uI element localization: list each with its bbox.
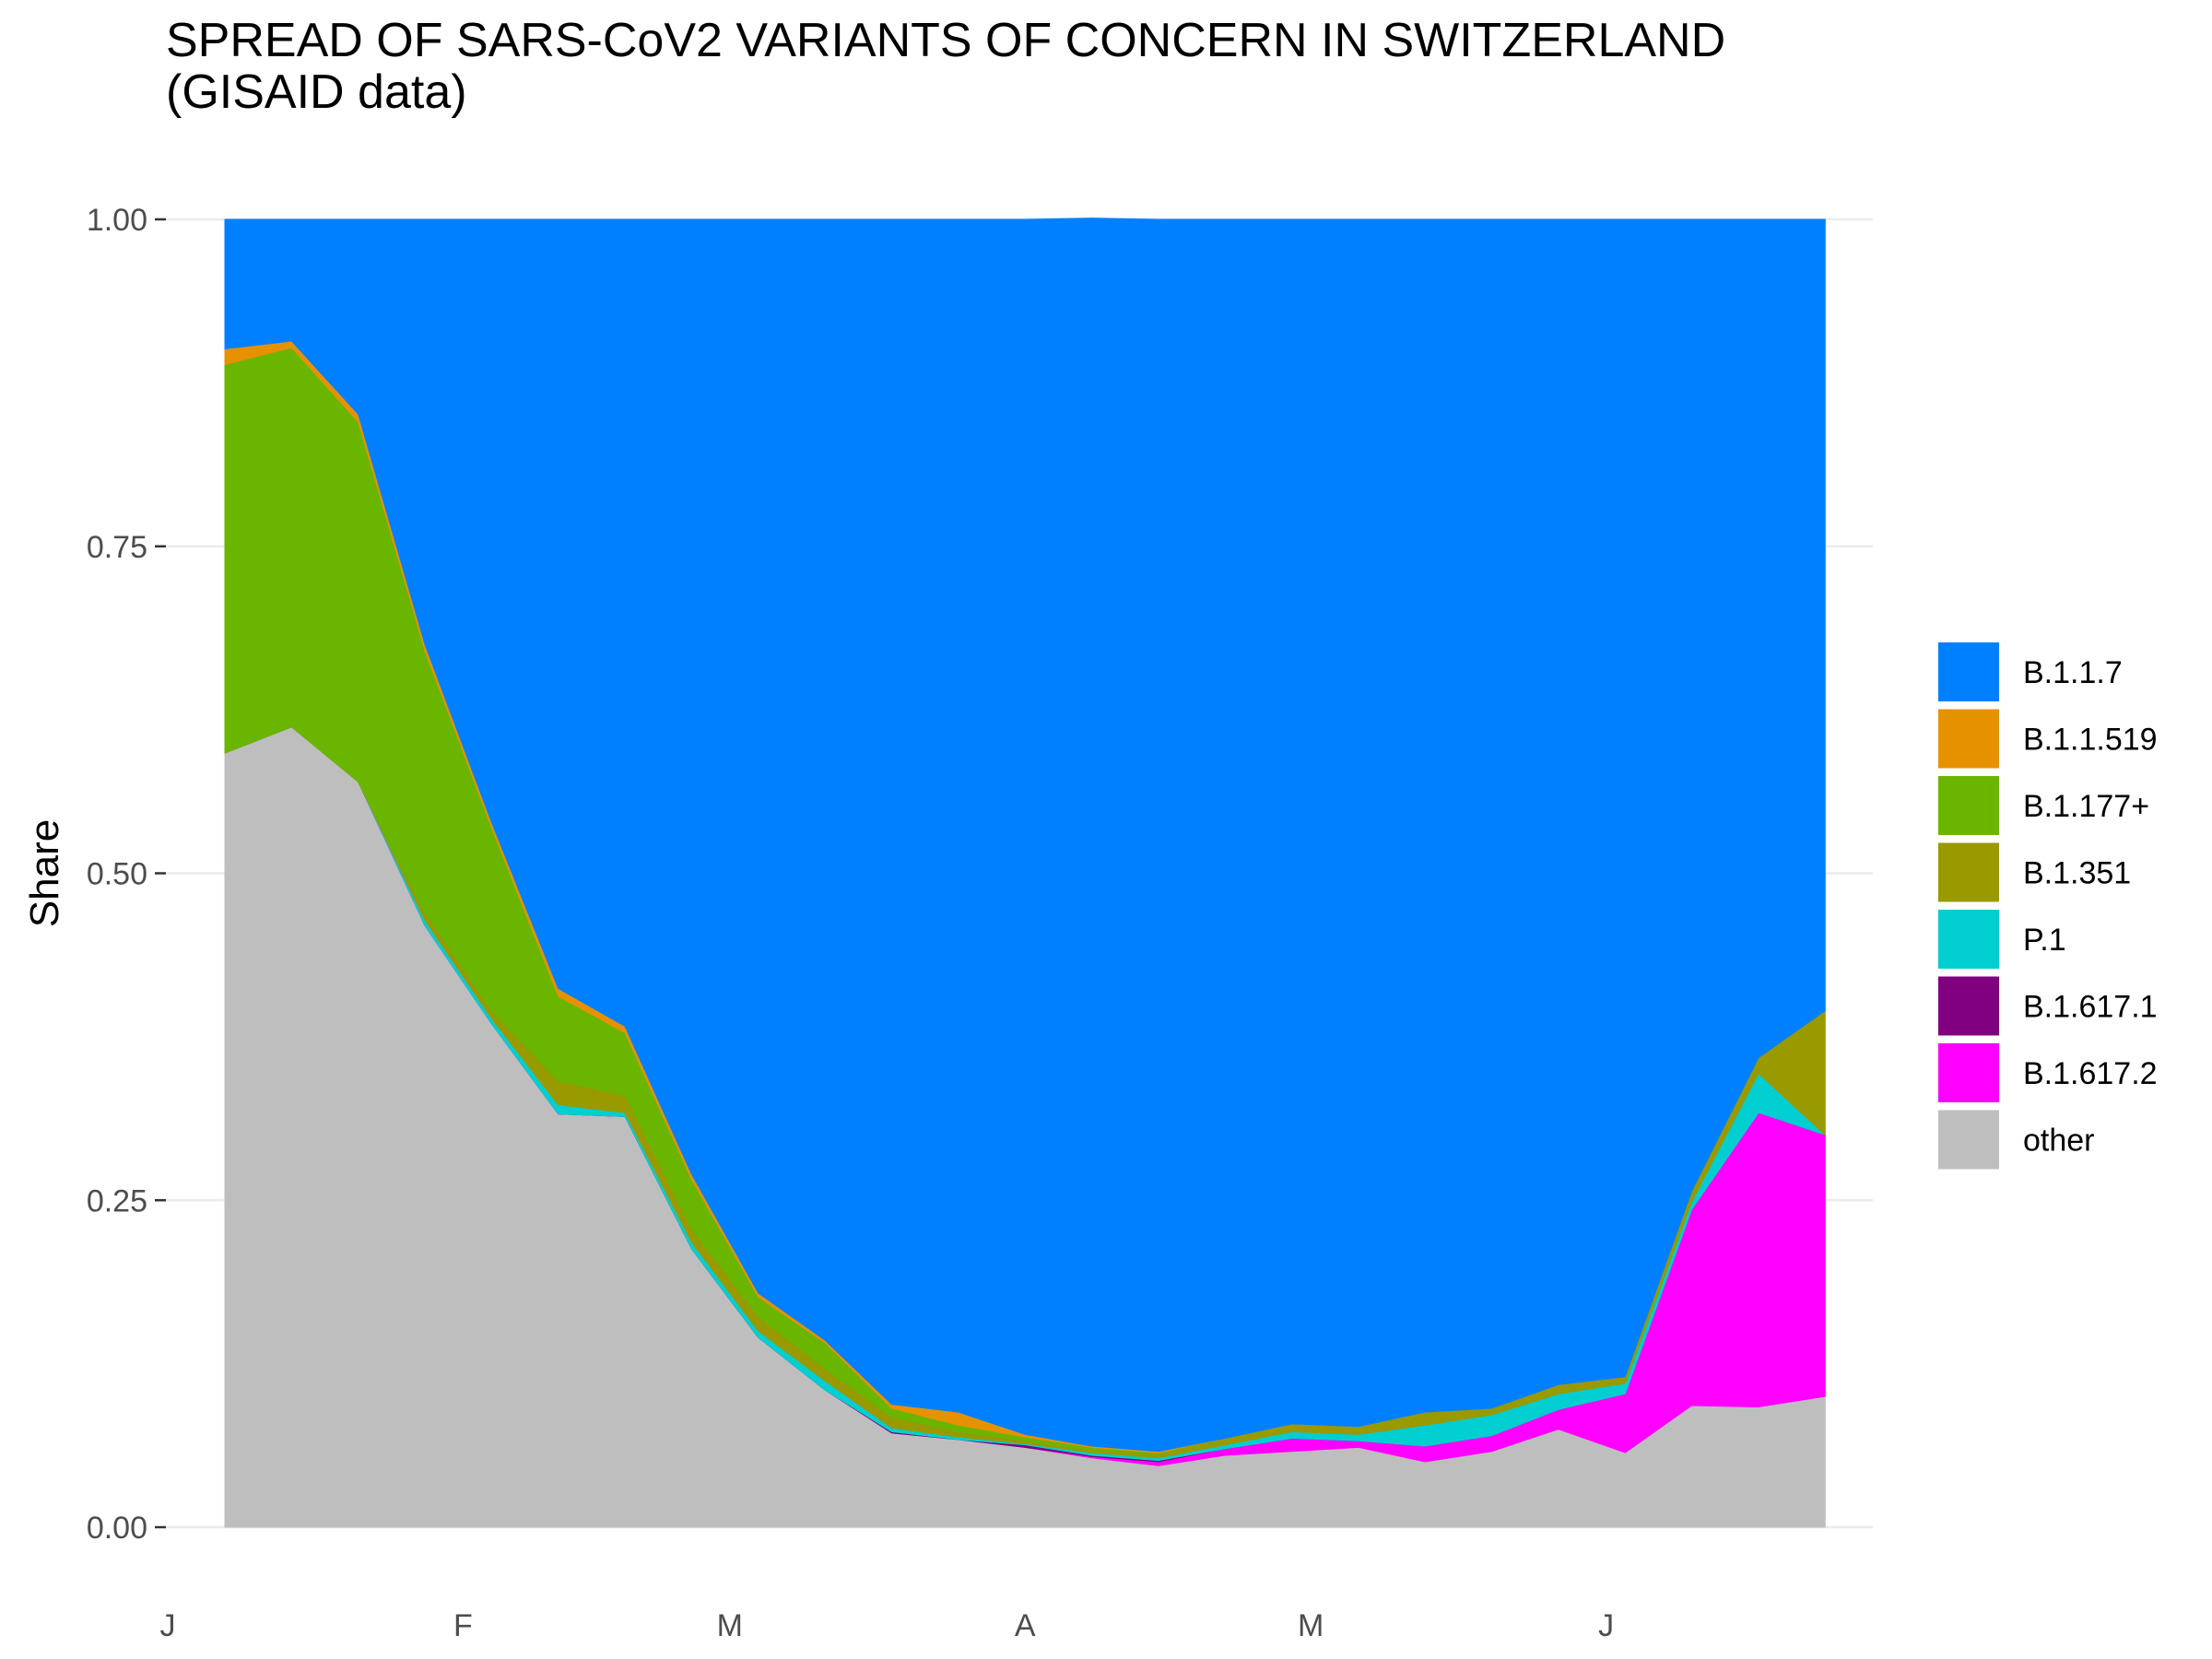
axes: 0.00 0.25 0.50 0.75 1.00 J F M A M J Share [22, 203, 1614, 1643]
x-tick-label: M [1298, 1608, 1324, 1643]
x-tick-label: M [717, 1608, 743, 1643]
x-tick-label: J [160, 1608, 176, 1643]
area-b-1-1-7 [224, 218, 1826, 1453]
x-tick-label: A [1015, 1608, 1036, 1643]
legend-key-p-1 [1938, 910, 1999, 969]
legend-key-b-1-617-1 [1938, 976, 1999, 1036]
legend-label-other: other [2023, 1124, 2095, 1159]
legend-label-b-1-351: B.1.351 [2023, 856, 2131, 891]
y-tick-label: 0.75 [87, 530, 147, 565]
y-tick-label: 1.00 [87, 203, 147, 238]
legend-label-b-1-1-519: B.1.1.519 [2023, 723, 2158, 758]
legend-label-b-1-1-7: B.1.1.7 [2023, 655, 2123, 690]
chart-title: SPREAD OF SARS-CoV2 VARIANTS OF CONCERN … [166, 14, 1726, 119]
y-axis-title: Share [22, 819, 67, 927]
legend-key-b-1-351 [1938, 842, 1999, 902]
x-tick-label: J [1598, 1608, 1614, 1643]
legend-label-b-1-617-1: B.1.617.1 [2023, 990, 2158, 1025]
legend-key-b-1-617-2 [1938, 1043, 1999, 1102]
legend-key-other [1938, 1110, 1999, 1170]
legend-key-b-1-177 [1938, 776, 1999, 835]
y-tick-label: 0.50 [87, 857, 147, 892]
area-series [224, 218, 1826, 1528]
y-tick-label: 0.25 [87, 1183, 147, 1218]
legend: B.1.1.7 B.1.1.519 B.1.177+ B.1.351 P.1 B.1.61… [1938, 642, 2158, 1170]
legend-key-b-1-1-7 [1938, 642, 1999, 701]
legend-label-p-1: P.1 [2023, 923, 2066, 958]
legend-label-b-1-617-2: B.1.617.2 [2023, 1056, 2158, 1091]
legend-key-b-1-1-519 [1938, 709, 1999, 769]
legend-label-b-1-177: B.1.177+ [2023, 789, 2149, 824]
x-tick-label: F [453, 1608, 473, 1643]
y-tick-label: 0.00 [87, 1511, 147, 1546]
